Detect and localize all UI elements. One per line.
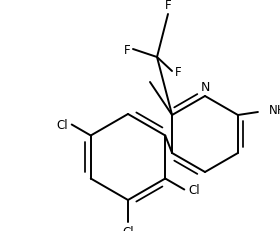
Text: NH$_2$: NH$_2$ [268, 103, 280, 118]
Text: F: F [123, 43, 130, 56]
Text: Cl: Cl [122, 225, 134, 231]
Text: F: F [175, 65, 182, 78]
Text: Cl: Cl [56, 119, 68, 131]
Text: Cl: Cl [188, 183, 200, 196]
Text: F: F [165, 0, 171, 12]
Text: N: N [200, 81, 210, 94]
